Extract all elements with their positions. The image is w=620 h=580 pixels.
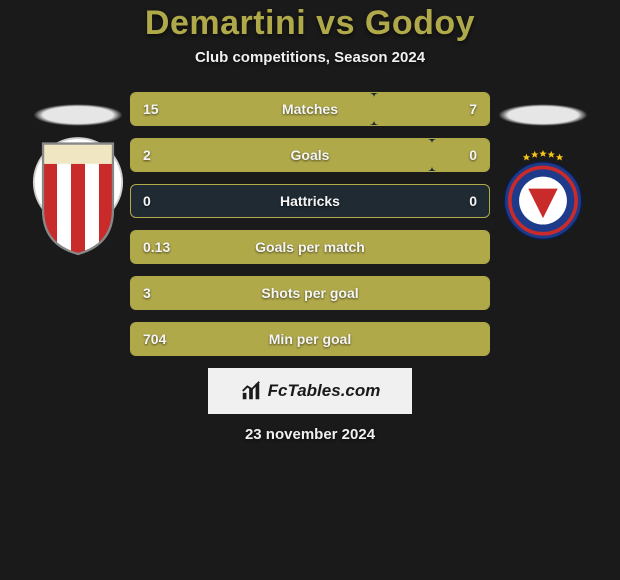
stat-label: Goals	[291, 147, 330, 163]
stat-row: 704 Min per goal	[130, 322, 490, 356]
stat-value-left: 0	[143, 193, 151, 209]
stat-value-left: 3	[143, 285, 151, 301]
player-shadow-right	[498, 104, 588, 126]
crest-svg-left	[32, 136, 124, 256]
bar-right	[432, 139, 489, 171]
stat-value-right: 0	[469, 147, 477, 163]
stat-row: 0.13 Goals per match	[130, 230, 490, 264]
stat-label: Hattricks	[280, 193, 340, 209]
right-side-column	[490, 92, 595, 242]
stat-value-left: 2	[143, 147, 151, 163]
right-team-crest	[497, 150, 589, 242]
left-side-column	[25, 92, 130, 242]
stat-value-left: 704	[143, 331, 166, 347]
date-text: 23 november 2024	[245, 426, 375, 443]
stat-row: 2 Goals 0	[130, 138, 490, 172]
stat-row: 3 Shots per goal	[130, 276, 490, 310]
stat-row: 0 Hattricks 0	[130, 184, 490, 218]
stat-row: 15 Matches 7	[130, 92, 490, 126]
branding-text: FcTables.com	[268, 381, 381, 401]
stat-value-left: 15	[143, 101, 159, 117]
stats-container: 15 Matches 7 2 Goals 0 0 Hattricks 0 0.13 Goals pe…	[130, 92, 490, 356]
page-subtitle: Club competitions, Season 2024	[195, 49, 425, 66]
page-root: Demartini vs Godoy Club competitions, Se…	[0, 0, 620, 580]
stat-label: Goals per match	[255, 239, 365, 255]
bar-left	[131, 139, 432, 171]
branding-badge: FcTables.com	[208, 368, 412, 414]
stat-value-right: 7	[469, 101, 477, 117]
page-title: Demartini vs Godoy	[145, 4, 475, 43]
stat-label: Min per goal	[269, 331, 351, 347]
crest-svg-right	[497, 150, 589, 242]
stat-label: Matches	[282, 101, 338, 117]
stat-label: Shots per goal	[261, 285, 358, 301]
left-team-crest	[32, 150, 124, 242]
stat-value-left: 0.13	[143, 239, 170, 255]
stat-value-right: 0	[469, 193, 477, 209]
player-shadow-left	[33, 104, 123, 126]
content-row: 15 Matches 7 2 Goals 0 0 Hattricks 0 0.13 Goals pe…	[0, 92, 620, 356]
chart-icon	[240, 380, 262, 402]
